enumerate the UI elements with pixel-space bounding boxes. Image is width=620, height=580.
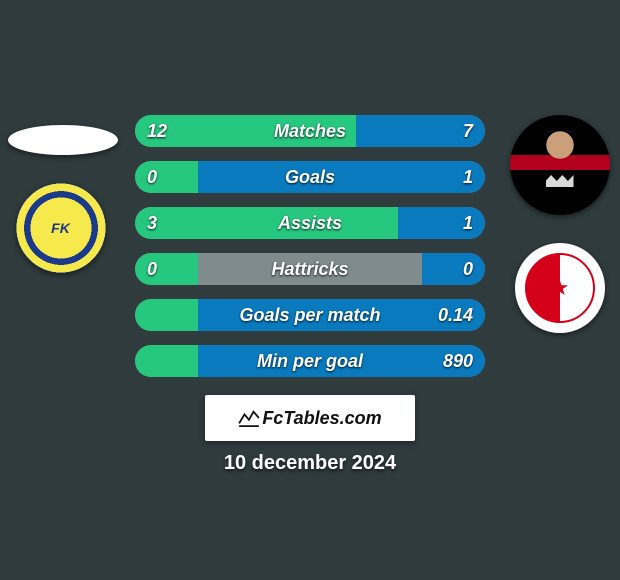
bar-label: Goals [135,161,485,193]
bar-row: 00Hattricks [135,253,485,285]
bars-container: 127Matches 01Goals 31Assists 00Hattricks 0.1… [135,115,485,391]
bar-label: Hattricks [135,253,485,285]
brand-badge: FcTables.com [205,395,415,441]
left-player-column [8,115,113,390]
brand-icon [238,409,260,427]
bar-label: Matches [135,115,485,147]
left-player-photo [8,125,118,155]
bar-row: 127Matches [135,115,485,147]
bar-row: 0.14Goals per match [135,299,485,331]
bar-label: Assists [135,207,485,239]
right-player-column [507,115,612,390]
bar-row: 01Goals [135,161,485,193]
left-club-badge [16,183,106,273]
bar-label: Goals per match [135,299,485,331]
bar-row: 890Min per goal [135,345,485,377]
brand-text: FcTables.com [262,408,381,429]
right-player-photo [510,115,610,215]
comparison-chart: 127Matches 01Goals 31Assists 00Hattricks 0.1… [0,115,620,390]
bar-label: Min per goal [135,345,485,377]
footer-date: 10 december 2024 [0,452,620,475]
bar-row: 31Assists [135,207,485,239]
right-club-badge [515,243,605,333]
